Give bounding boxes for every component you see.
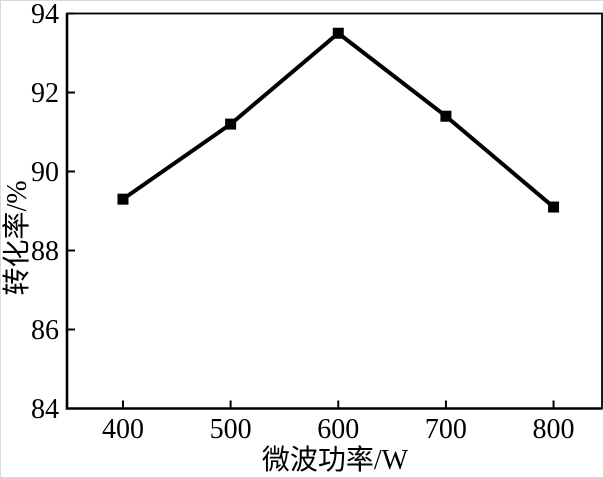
data-point-marker [117,193,129,205]
x-axis-title: 微波功率/W [261,445,409,476]
y-axis-title: 转化率/% [2,180,33,296]
x-tick-label: 800 [533,414,575,445]
x-tick-label: 700 [425,414,467,445]
plot-border [66,12,603,410]
data-point-marker [225,118,237,130]
x-tick-label: 400 [102,414,144,445]
data-point-marker [332,27,344,39]
y-tick-label: 90 [31,157,59,188]
x-tick-label: 600 [317,414,359,445]
y-tick-label: 94 [31,1,59,30]
y-tick-label: 84 [31,394,59,425]
data-point-marker [440,110,452,122]
data-point-marker [548,201,560,213]
y-tick-label: 92 [31,78,59,109]
data-line [121,30,555,209]
y-tick-label: 88 [31,236,59,267]
axis-lines [65,13,602,410]
x-tick-label: 500 [210,414,252,445]
y-tick-label: 86 [31,315,59,346]
